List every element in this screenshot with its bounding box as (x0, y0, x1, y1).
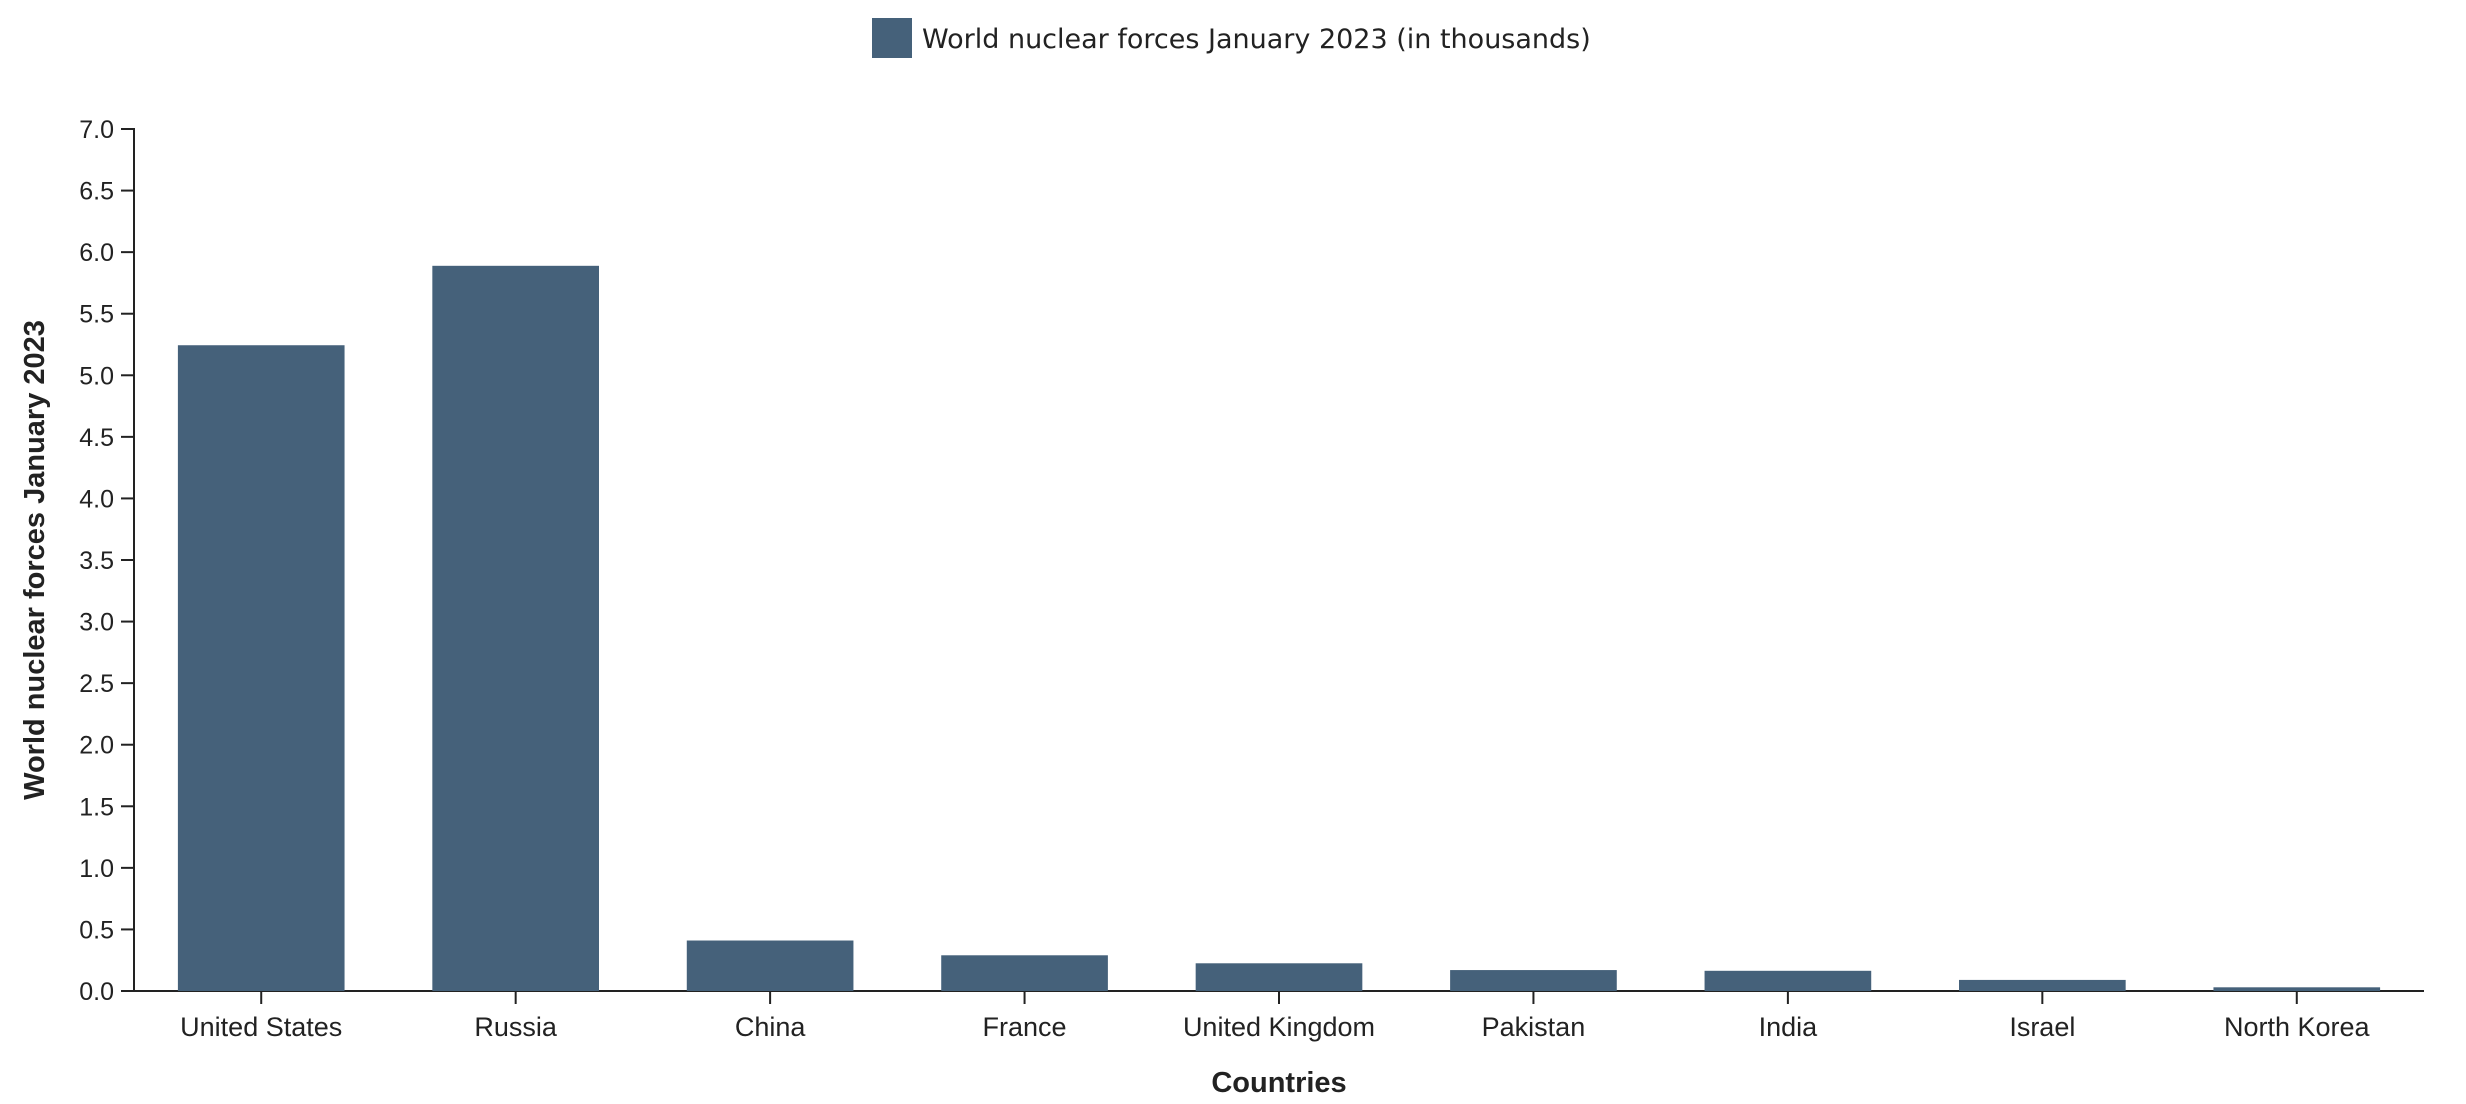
y-tick-label: 4.5 (79, 424, 114, 452)
x-tick-label: Pakistan (1482, 1012, 1586, 1042)
x-tick-label: North Korea (2224, 1012, 2371, 1042)
y-tick-label: 4.0 (79, 485, 114, 513)
x-tick-label: China (735, 1012, 807, 1042)
x-tick-label: France (983, 1012, 1067, 1042)
bars (177, 265, 2381, 991)
y-tick-label: 1.5 (79, 793, 114, 821)
y-tick-label: 6.0 (79, 239, 114, 267)
y-tick-label: 7.0 (79, 116, 114, 144)
bar (177, 345, 345, 991)
bar (686, 940, 854, 991)
x-axis: United States Russia China France United Kin… (134, 990, 2424, 1042)
y-tick-label: 6.5 (79, 178, 114, 206)
bar (432, 265, 599, 991)
legend-label: World nuclear forces January 2023 (in th… (922, 24, 1591, 55)
bar (941, 955, 1108, 991)
y-tick-label: 2.5 (79, 670, 114, 698)
x-axis-title: Countries (1211, 1067, 1346, 1099)
y-tick-label: 0.0 (79, 978, 114, 1006)
legend-swatch (872, 18, 912, 58)
bar (1704, 970, 1872, 991)
bar (1195, 963, 1363, 991)
x-tick-label: India (1759, 1012, 1819, 1042)
x-tick-label: Israel (2009, 1012, 2075, 1042)
x-tick-label: United States (180, 1012, 342, 1042)
x-tick-label: Russia (474, 1012, 558, 1042)
y-tick-label: 5.0 (79, 362, 114, 390)
y-tick-label: 5.5 (79, 301, 114, 329)
y-axis-title: World nuclear forces January 2023 (19, 320, 51, 800)
bar (1959, 979, 2126, 991)
bar (1450, 970, 1617, 991)
y-axis: 0.0 0.5 1.0 1.5 2.0 2.5 3.0 3.5 4.0 4.5 5.0 5.5 6.0 6… (79, 116, 135, 1006)
y-tick-label: 1.0 (79, 855, 114, 883)
legend: World nuclear forces January 2023 (in th… (872, 18, 1591, 58)
y-tick-label: 0.5 (79, 916, 114, 944)
y-tick-label: 3.0 (79, 609, 114, 637)
bar (2213, 987, 2381, 991)
y-tick-label: 3.5 (79, 547, 114, 575)
x-tick-label: United Kingdom (1183, 1012, 1375, 1042)
y-tick-label: 2.0 (79, 732, 114, 760)
